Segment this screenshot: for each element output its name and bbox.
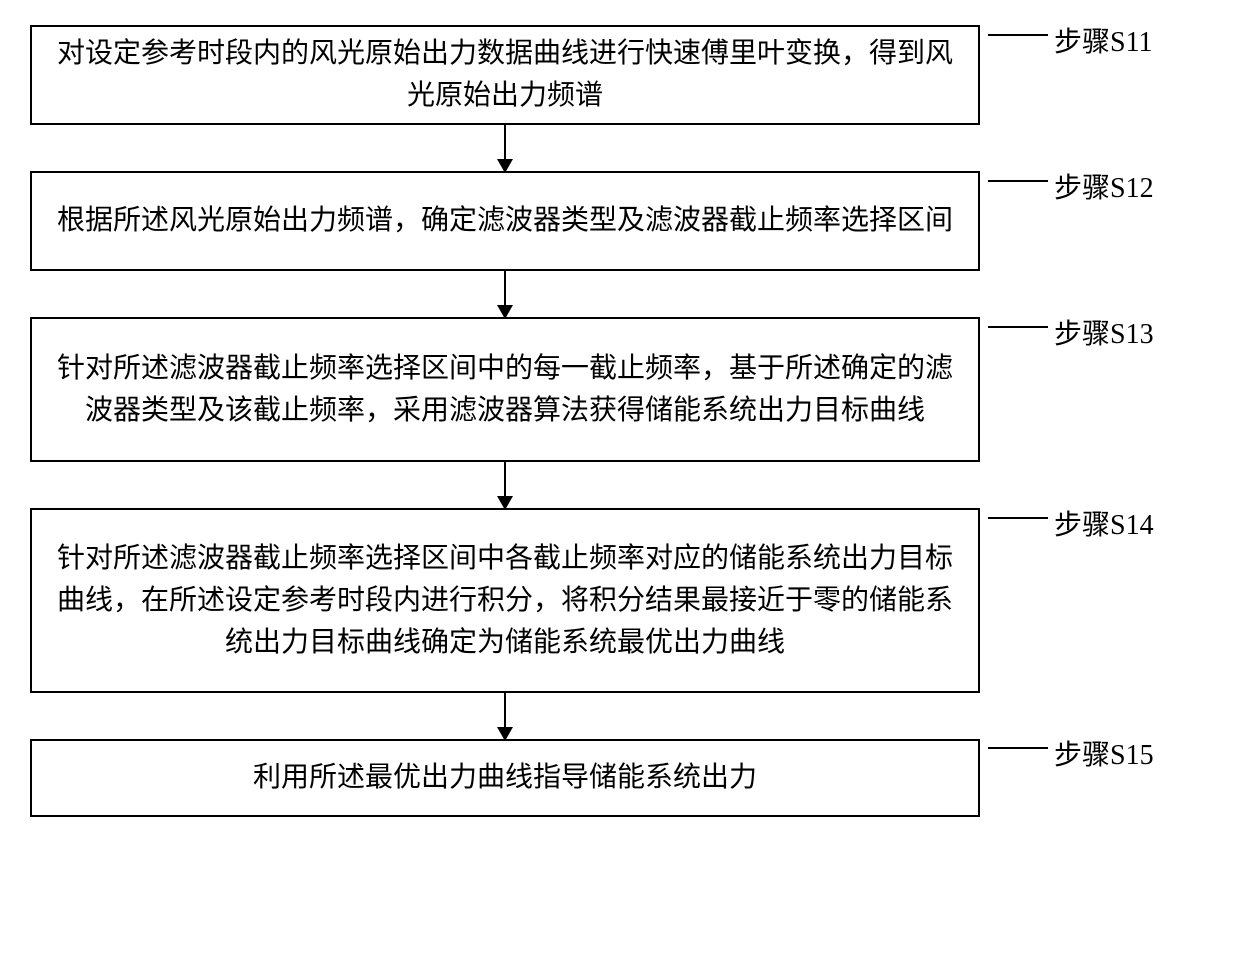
flow-step: 根据所述风光原始出力频谱，确定滤波器类型及滤波器截止频率选择区间 步骤S12 — [30, 171, 1210, 271]
step-label: 步骤S14 — [1054, 503, 1154, 543]
flow-arrow-icon — [504, 462, 506, 508]
label-connector-line — [988, 180, 1048, 182]
step-box-s11: 对设定参考时段内的风光原始出力数据曲线进行快速傅里叶变换，得到风光原始出力频谱 — [30, 25, 980, 125]
arrow-wrap — [30, 271, 980, 317]
flowchart-container: 对设定参考时段内的风光原始出力数据曲线进行快速傅里叶变换，得到风光原始出力频谱 … — [30, 25, 1210, 817]
arrow-wrap — [30, 125, 980, 171]
label-connector-line — [988, 326, 1048, 328]
flow-step: 对设定参考时段内的风光原始出力数据曲线进行快速傅里叶变换，得到风光原始出力频谱 … — [30, 25, 1210, 125]
step-box-s15: 利用所述最优出力曲线指导储能系统出力 — [30, 739, 980, 817]
step-label: 步骤S13 — [1054, 312, 1154, 352]
flow-step: 针对所述滤波器截止频率选择区间中的每一截止频率，基于所述确定的滤波器类型及该截止… — [30, 317, 1210, 462]
step-box-s12: 根据所述风光原始出力频谱，确定滤波器类型及滤波器截止频率选择区间 — [30, 171, 980, 271]
label-connector-line — [988, 517, 1048, 519]
step-label: 步骤S12 — [1054, 166, 1154, 206]
flow-arrow-icon — [504, 125, 506, 171]
flow-arrow-icon — [504, 693, 506, 739]
flow-step: 利用所述最优出力曲线指导储能系统出力 步骤S15 — [30, 739, 1210, 817]
label-connector-line — [988, 747, 1048, 749]
arrow-wrap — [30, 462, 980, 508]
step-label-wrap: 步骤S11 — [988, 20, 1153, 60]
step-box-s14: 针对所述滤波器截止频率选择区间中各截止频率对应的储能系统出力目标曲线，在所述设定… — [30, 508, 980, 693]
step-label-wrap: 步骤S12 — [988, 166, 1154, 206]
step-label: 步骤S11 — [1054, 20, 1153, 60]
step-label-wrap: 步骤S15 — [988, 733, 1154, 773]
step-label-wrap: 步骤S13 — [988, 312, 1154, 352]
arrow-wrap — [30, 693, 980, 739]
flow-step: 针对所述滤波器截止频率选择区间中各截止频率对应的储能系统出力目标曲线，在所述设定… — [30, 508, 1210, 693]
step-box-s13: 针对所述滤波器截止频率选择区间中的每一截止频率，基于所述确定的滤波器类型及该截止… — [30, 317, 980, 462]
label-connector-line — [988, 34, 1048, 36]
flow-arrow-icon — [504, 271, 506, 317]
step-label: 步骤S15 — [1054, 733, 1154, 773]
step-label-wrap: 步骤S14 — [988, 503, 1154, 543]
